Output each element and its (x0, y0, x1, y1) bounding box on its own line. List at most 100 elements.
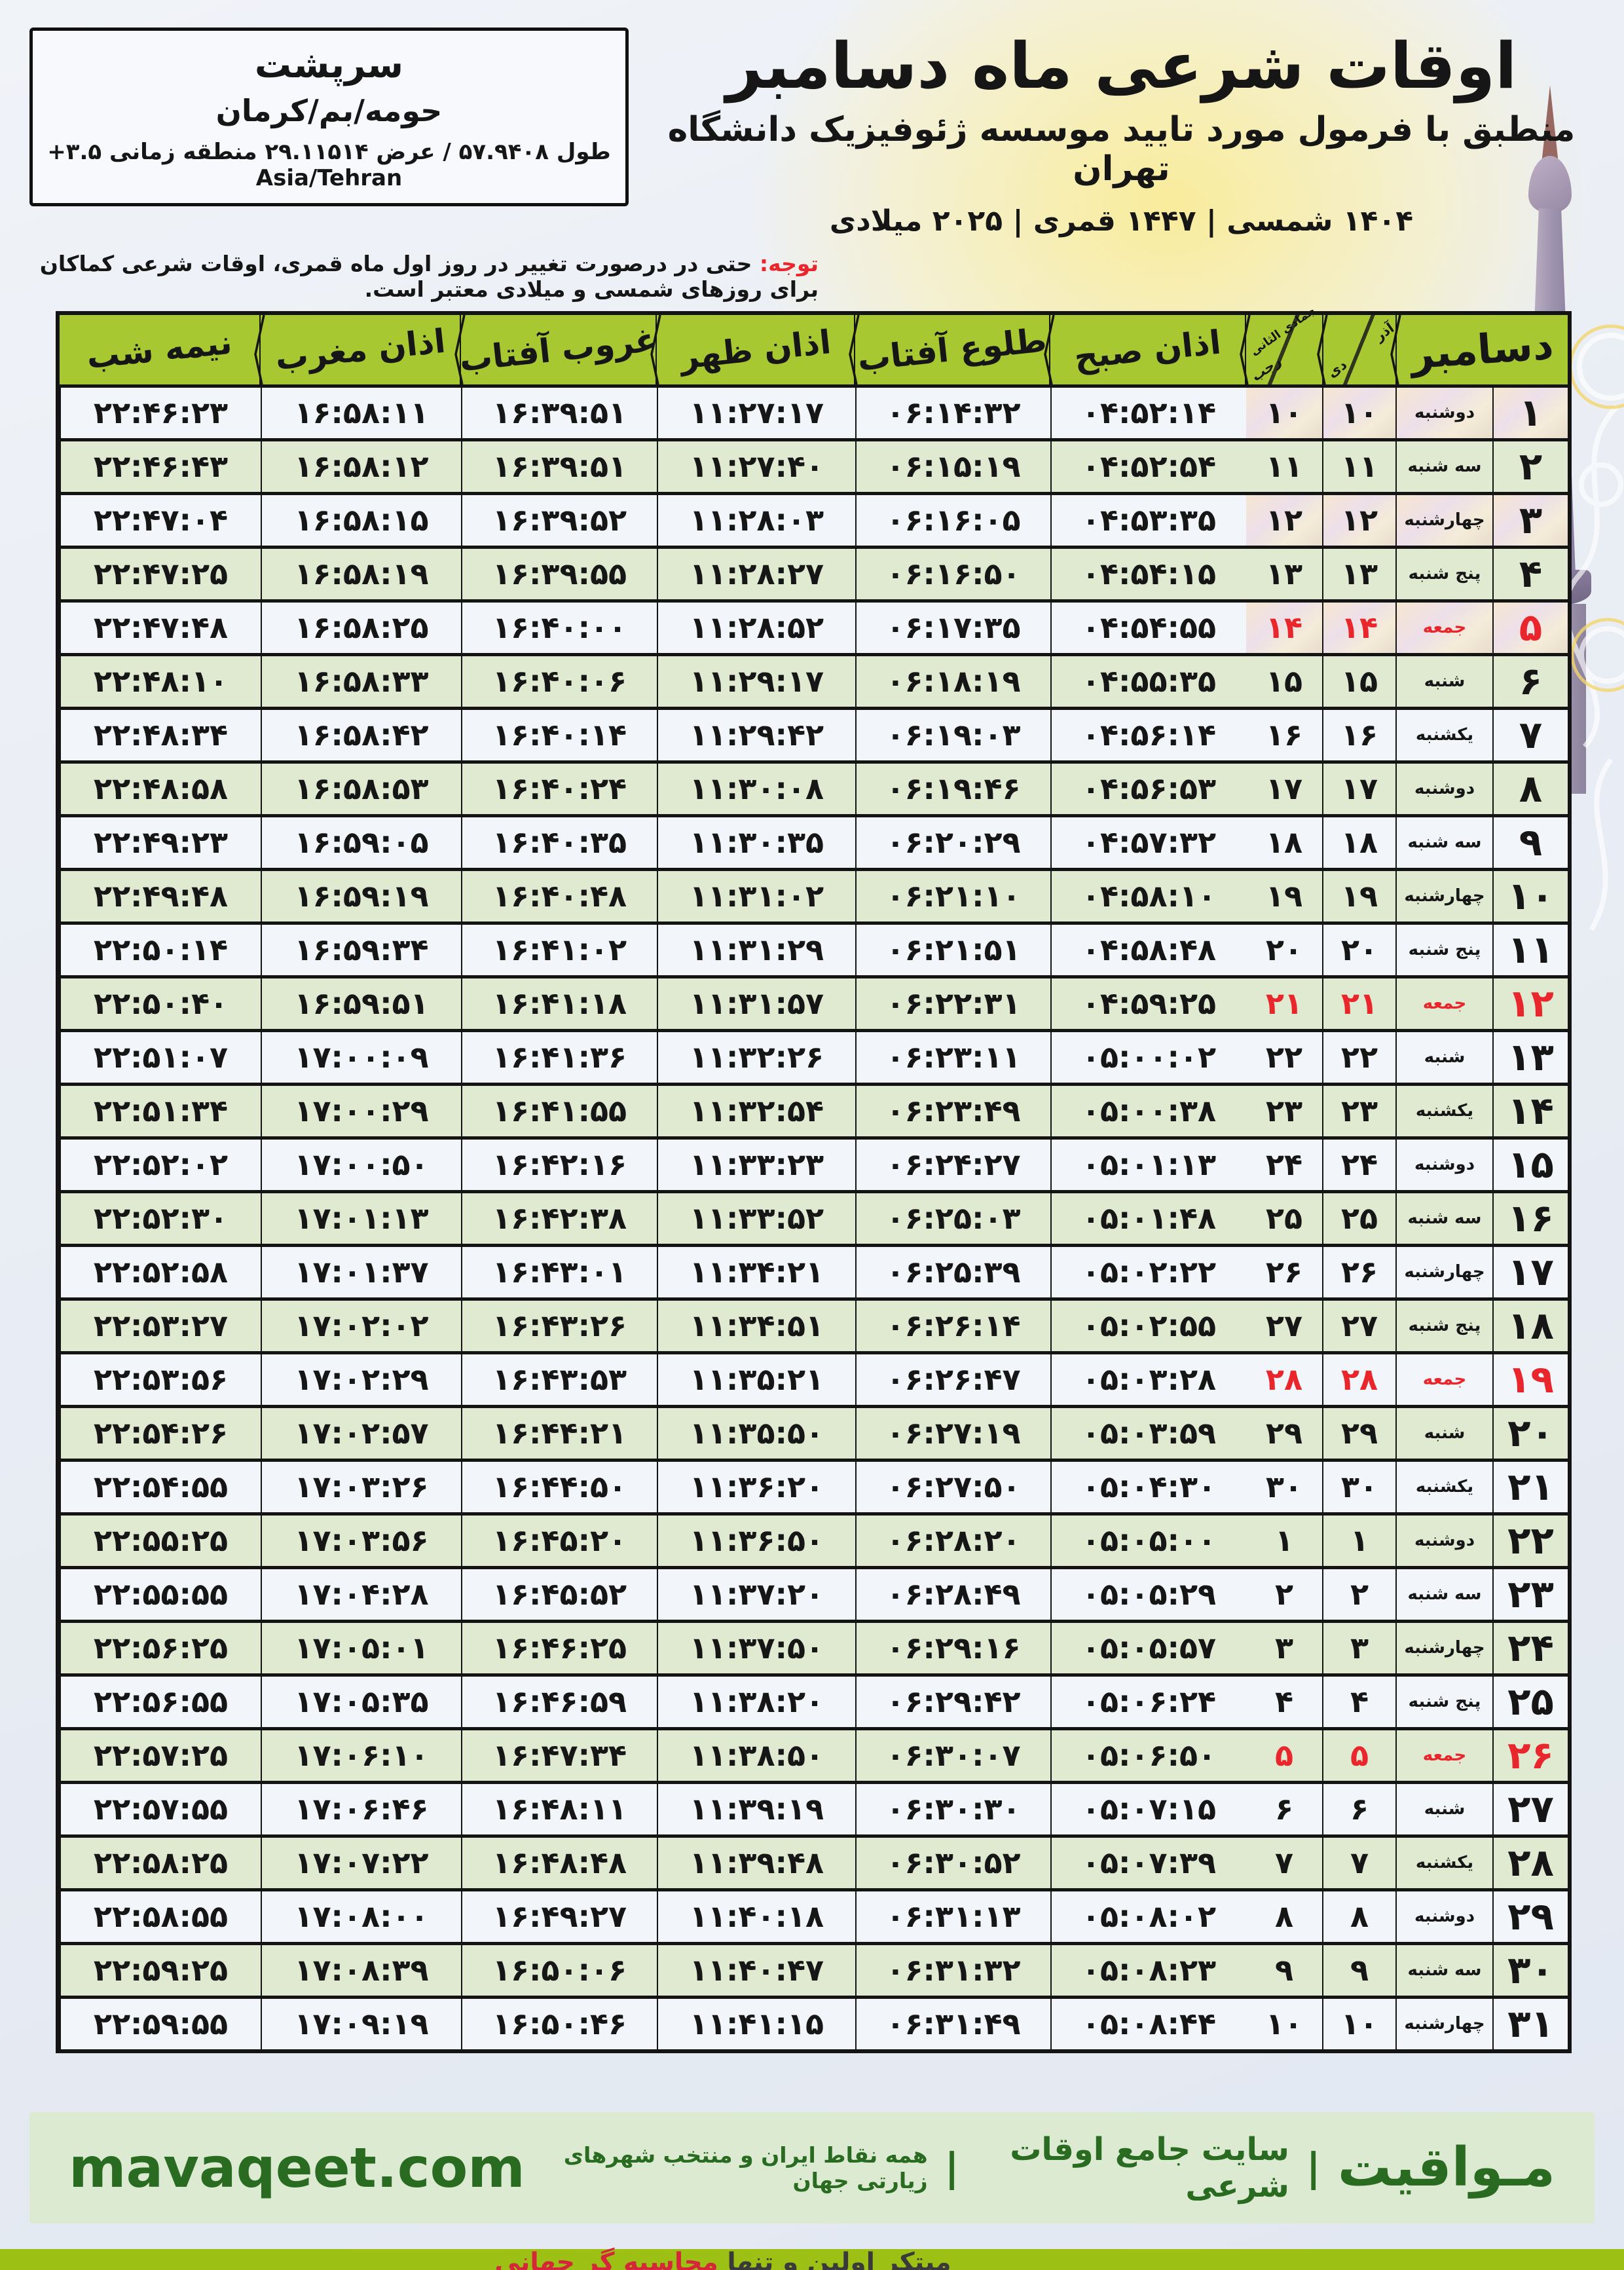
row-۱-sunrise: ۰۶:۱۴:۳۲ (855, 384, 1050, 438)
mavaqeet-coverage: همه نقاط ایران و منتخب شهرهای زیارتی جها… (563, 2142, 928, 2193)
row-۳۰-fajr: ۰۵:۰۸:۲۳ (1050, 1941, 1246, 1996)
row-۸-day: ۸ (1494, 760, 1568, 814)
row-۷-sunset: ۱۶:۴۰:۱۴ (461, 706, 657, 760)
row-۲۶-sunrise: ۰۶:۳۰:۰۷ (855, 1726, 1050, 1781)
row-۲۱-sunset: ۱۶:۴۴:۵۰ (461, 1458, 657, 1512)
row-۲۵-day: ۲۵ (1494, 1673, 1568, 1727)
row-۱۹-lunar: ۲۸ (1246, 1350, 1323, 1405)
row-۱-midnight: ۲۲:۴۶:۲۳ (60, 384, 261, 438)
row-۲۸-fajr: ۰۵:۰۷:۳۹ (1050, 1834, 1246, 1888)
row-۲۸-midnight: ۲۲:۵۸:۲۵ (60, 1834, 261, 1888)
row-۱۸-weekday: پنج شنبه (1397, 1297, 1494, 1351)
prayer-times-table: دسامبر آذر دی جمادی الثانی رجب اذان صبح … (56, 304, 1572, 2053)
row-۱۲-fajr: ۰۴:۵۹:۲۵ (1050, 975, 1246, 1029)
row-۱۵-midnight: ۲۲:۵۲:۰۲ (60, 1136, 261, 1190)
row-۱۳-solar: ۲۲ (1323, 1028, 1397, 1083)
row-۳۰-weekday: سه شنبه (1397, 1941, 1494, 1996)
row-۳-day: ۳ (1494, 491, 1568, 546)
row-۱۸-midnight: ۲۲:۵۳:۲۷ (60, 1297, 261, 1351)
row-۲-maghrib: ۱۶:۵۸:۱۲ (261, 437, 461, 492)
row-۹-dhuhr: ۱۱:۳۰:۳۵ (657, 813, 855, 868)
col-header-rajab: رجب (1248, 352, 1284, 384)
row-۲۳-weekday: سه شنبه (1397, 1565, 1494, 1620)
row-۲۴-day: ۲۴ (1494, 1619, 1568, 1673)
divider: | (1306, 2144, 1321, 2191)
row-۸-lunar: ۱۷ (1246, 760, 1323, 814)
row-۳-midnight: ۲۲:۴۷:۰۴ (60, 491, 261, 546)
col-header-jumada: جمادی الثانی (1247, 303, 1318, 359)
row-۶-fajr: ۰۴:۵۵:۳۵ (1050, 652, 1246, 707)
mavaqeet-url: mavaqeet.com (69, 2135, 525, 2200)
row-۲۵-fajr: ۰۵:۰۶:۲۴ (1050, 1673, 1246, 1727)
row-۲۱-midnight: ۲۲:۵۴:۵۵ (60, 1458, 261, 1512)
row-۳۱-sunset: ۱۶:۵۰:۴۶ (461, 1995, 657, 2049)
header-divider-icon (1044, 314, 1055, 384)
row-۵-sunrise: ۰۶:۱۷:۳۵ (855, 599, 1050, 653)
title-block: اوقات شرعی ماه دسامبر منطبق با فرمول مور… (648, 28, 1595, 238)
divider: | (944, 2144, 959, 2191)
row-۱۶-lunar: ۲۵ (1246, 1189, 1323, 1244)
row-۲۲-lunar: ۱ (1246, 1512, 1323, 1566)
row-۱۲-lunar: ۲۱ (1246, 975, 1323, 1029)
row-۱۰-weekday: چهارشنبه (1397, 867, 1494, 921)
row-۱۷-weekday: چهارشنبه (1397, 1243, 1494, 1297)
row-۲۶-midnight: ۲۲:۵۷:۲۵ (60, 1726, 261, 1781)
row-۱۵-solar: ۲۴ (1323, 1136, 1397, 1190)
row-۲۹-sunrise: ۰۶:۳۱:۱۳ (855, 1888, 1050, 1942)
row-۳۰-dhuhr: ۱۱:۴۰:۴۷ (657, 1941, 855, 1996)
row-۳-lunar: ۱۲ (1246, 491, 1323, 546)
mavaqeet-brand: مـواقیت (1337, 2136, 1555, 2199)
row-۲۸-day: ۲۸ (1494, 1834, 1568, 1888)
row-۳۱-solar: ۱۰ (1323, 1995, 1397, 2049)
row-۱۴-sunset: ۱۶:۴۱:۵۵ (461, 1082, 657, 1136)
row-۱۷-solar: ۲۶ (1323, 1243, 1397, 1297)
row-۱۲-midnight: ۲۲:۵۰:۴۰ (60, 975, 261, 1029)
row-۳۰-day: ۳۰ (1494, 1941, 1568, 1996)
row-۱۵-weekday: دوشنبه (1397, 1136, 1494, 1190)
row-۲۶-day: ۲۶ (1494, 1726, 1568, 1781)
row-۶-maghrib: ۱۶:۵۸:۳۳ (261, 652, 461, 707)
row-۲۰-fajr: ۰۵:۰۳:۵۹ (1050, 1404, 1246, 1459)
row-۲۲-sunrise: ۰۶:۲۸:۲۰ (855, 1512, 1050, 1566)
row-۴-maghrib: ۱۶:۵۸:۱۹ (261, 545, 461, 599)
row-۱۸-day: ۱۸ (1494, 1297, 1568, 1351)
row-۳-dhuhr: ۱۱:۲۸:۰۳ (657, 491, 855, 546)
row-۷-fajr: ۰۴:۵۶:۱۴ (1050, 706, 1246, 760)
row-۱۲-weekday: جمعه (1397, 975, 1494, 1029)
row-۲۷-midnight: ۲۲:۵۷:۵۵ (60, 1780, 261, 1834)
row-۱۷-day: ۱۷ (1494, 1243, 1568, 1297)
row-۳۱-day: ۳۱ (1494, 1995, 1568, 2049)
row-۲۰-solar: ۲۹ (1323, 1404, 1397, 1459)
row-۲۳-solar: ۲ (1323, 1565, 1397, 1620)
row-۲۷-day: ۲۷ (1494, 1780, 1568, 1834)
row-۱۷-midnight: ۲۲:۵۲:۵۸ (60, 1243, 261, 1297)
header-divider-icon (254, 314, 265, 384)
row-۷-sunrise: ۰۶:۱۹:۰۳ (855, 706, 1050, 760)
row-۲۳-lunar: ۲ (1246, 1565, 1323, 1620)
row-۱۱-solar: ۲۰ (1323, 921, 1397, 975)
maker-line-1: مبتکر اولین و تنها محاسبه گر جهانی اوقات… (457, 2243, 951, 2270)
row-۱۶-sunset: ۱۶:۴۲:۳۸ (461, 1189, 657, 1244)
row-۱۵-dhuhr: ۱۱:۳۳:۲۳ (657, 1136, 855, 1190)
row-۸-weekday: دوشنبه (1397, 760, 1494, 814)
row-۳۱-sunrise: ۰۶:۳۱:۴۹ (855, 1995, 1050, 2049)
row-۴-solar: ۱۳ (1323, 545, 1397, 599)
row-۲۴-midnight: ۲۲:۵۶:۲۵ (60, 1619, 261, 1673)
row-۱۹-weekday: جمعه (1397, 1350, 1494, 1405)
row-۱۶-day: ۱۶ (1494, 1189, 1568, 1244)
col-header-maghrib: اذان مغرب (261, 314, 466, 384)
row-۲۵-lunar: ۴ (1246, 1673, 1323, 1727)
row-۱۰-maghrib: ۱۶:۵۹:۱۹ (261, 867, 461, 921)
row-۱۹-maghrib: ۱۷:۰۲:۲۹ (261, 1350, 461, 1405)
row-۳۱-lunar: ۱۰ (1246, 1995, 1323, 2049)
row-۲۹-midnight: ۲۲:۵۸:۵۵ (60, 1888, 261, 1942)
row-۵-dhuhr: ۱۱:۲۸:۵۲ (657, 599, 855, 653)
maker-line1-dark: مبتکر اولین و تنها (718, 2247, 951, 2270)
row-۱-lunar: ۱۰ (1246, 384, 1323, 438)
row-۱۲-sunset: ۱۶:۴۱:۱۸ (461, 975, 657, 1029)
row-۱۷-dhuhr: ۱۱:۳۴:۲۱ (657, 1243, 855, 1297)
row-۱۱-maghrib: ۱۶:۵۹:۳۴ (261, 921, 461, 975)
row-۹-day: ۹ (1494, 813, 1568, 868)
row-۱۹-midnight: ۲۲:۵۳:۵۶ (60, 1350, 261, 1405)
row-۲۲-sunset: ۱۶:۴۵:۲۰ (461, 1512, 657, 1566)
